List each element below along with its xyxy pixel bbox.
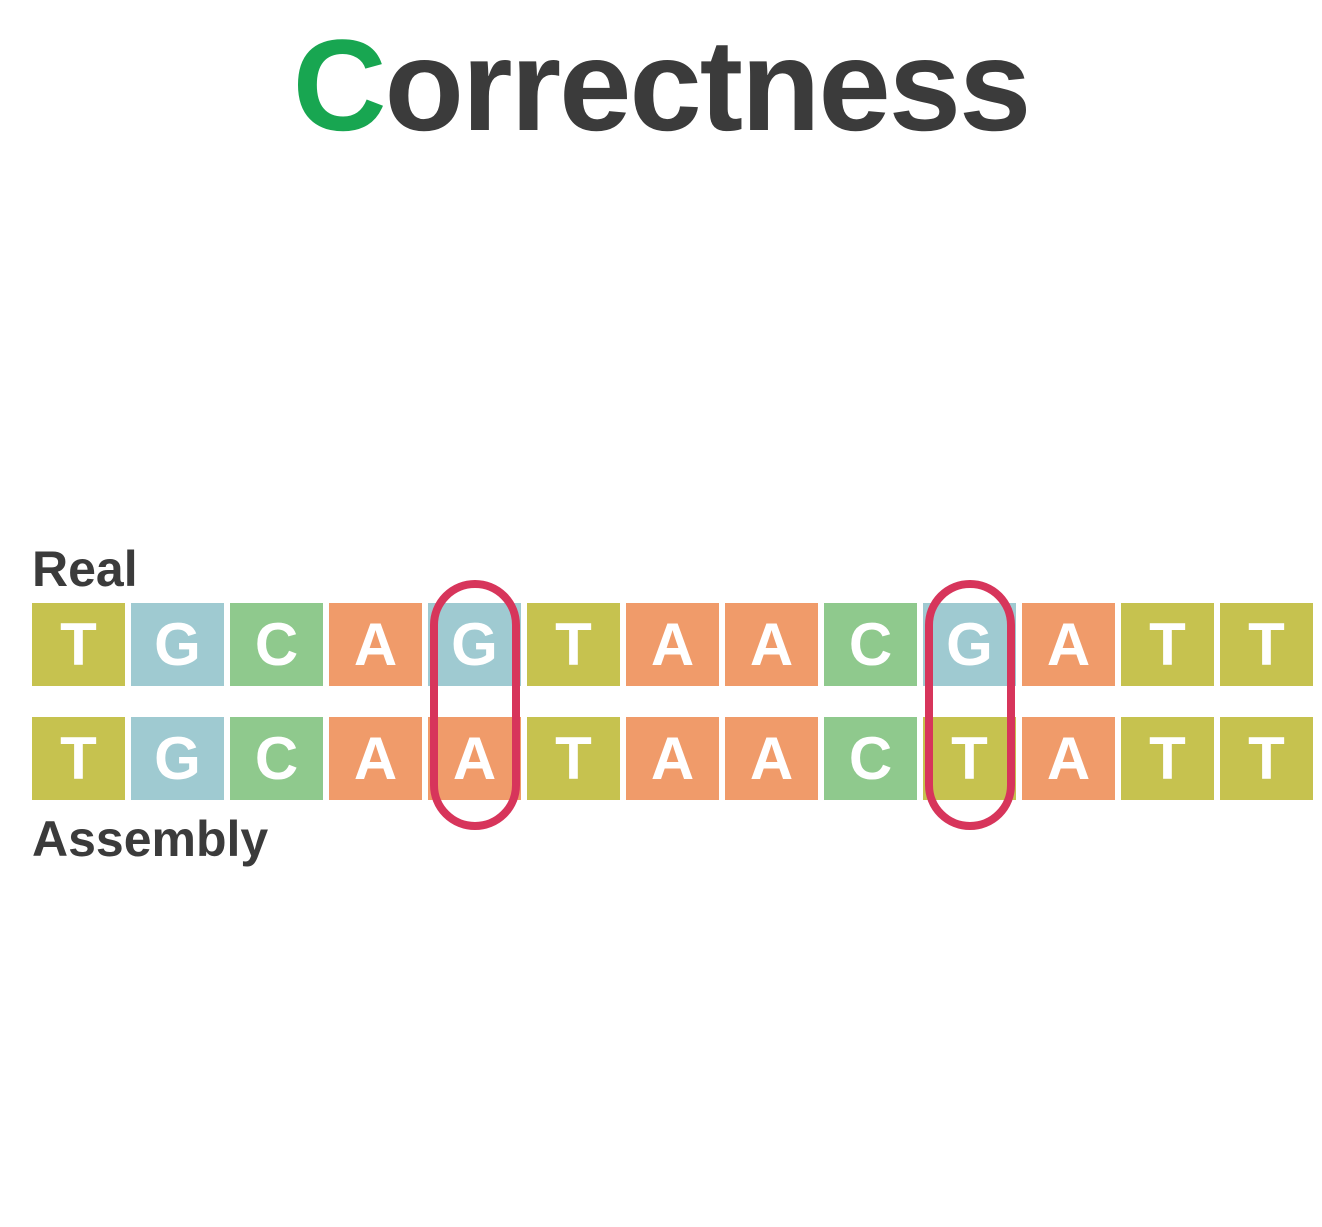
base-tile: A	[725, 603, 818, 686]
base-tile: T	[527, 603, 620, 686]
title-first-letter: C	[293, 12, 385, 158]
assembly-label: Assembly	[32, 810, 268, 868]
base-tile: A	[1022, 603, 1115, 686]
base-tile: A	[626, 717, 719, 800]
base-tile: C	[230, 603, 323, 686]
title-rest: orrectness	[385, 12, 1030, 158]
base-tile: A	[725, 717, 818, 800]
sequence-row-real: TGCAGTAACGATT	[32, 603, 1313, 686]
sequence-row-assembly: TGCAATAACTATT	[32, 717, 1313, 800]
base-tile: T	[1220, 603, 1313, 686]
base-tile: T	[1220, 717, 1313, 800]
base-tile: T	[527, 717, 620, 800]
base-tile: A	[626, 603, 719, 686]
base-tile: A	[1022, 717, 1115, 800]
base-tile: G	[131, 603, 224, 686]
mismatch-oval	[430, 580, 520, 830]
mismatch-oval	[925, 580, 1015, 830]
base-tile: T	[1121, 603, 1214, 686]
base-tile: T	[32, 603, 125, 686]
base-tile: C	[824, 717, 917, 800]
base-tile: A	[329, 717, 422, 800]
base-tile: G	[131, 717, 224, 800]
base-tile: C	[824, 603, 917, 686]
base-tile: A	[329, 603, 422, 686]
diagram-canvas: Correctness Real TGCAGTAACGATT TGCAATAAC…	[0, 0, 1322, 1227]
base-tile: C	[230, 717, 323, 800]
base-tile: T	[1121, 717, 1214, 800]
base-tile: T	[32, 717, 125, 800]
page-title: Correctness	[0, 10, 1322, 160]
real-label: Real	[32, 540, 138, 598]
